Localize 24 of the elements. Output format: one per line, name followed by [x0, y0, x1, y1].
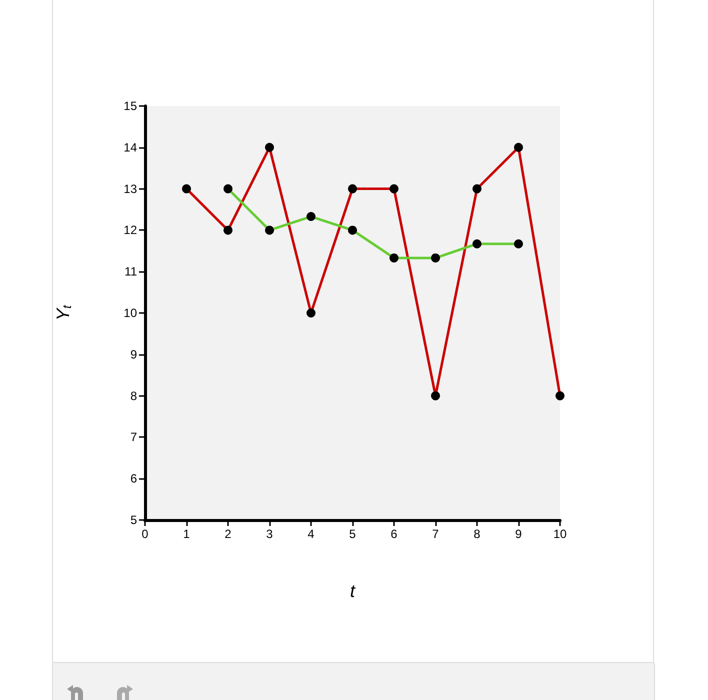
x-tick-label: 1 — [183, 527, 190, 541]
y-tick-label: 11 — [124, 264, 138, 279]
y-tick-label: 10 — [124, 306, 138, 320]
y-tick-label: 7 — [130, 430, 138, 444]
x-tick-label: 8 — [474, 527, 481, 541]
x-tick-label: 3 — [266, 527, 274, 541]
y-tick-label: 13 — [124, 182, 138, 196]
x-tick-label: 2 — [224, 527, 232, 541]
y-tick-label: 6 — [130, 472, 138, 486]
y-tick-label: 15 — [124, 99, 138, 113]
y-tick-label: 14 — [124, 140, 138, 154]
x-tick-label: 7 — [432, 527, 440, 541]
x-tick-label: 0 — [142, 527, 149, 541]
y-tick-label: 5 — [130, 513, 138, 527]
y-tick-label: 9 — [130, 347, 138, 362]
x-axis-title: t — [350, 581, 356, 601]
y-axis-title: Yt — [53, 304, 74, 321]
x-tick-label: 5 — [349, 527, 356, 541]
x-tick-label: 4 — [308, 527, 315, 541]
x-tick-label: 10 — [553, 527, 567, 541]
y-tick-label: 8 — [130, 388, 138, 403]
x-tick-label: 9 — [515, 527, 522, 541]
x-tick-label: 6 — [390, 527, 398, 541]
y-tick-label: 12 — [124, 223, 138, 238]
